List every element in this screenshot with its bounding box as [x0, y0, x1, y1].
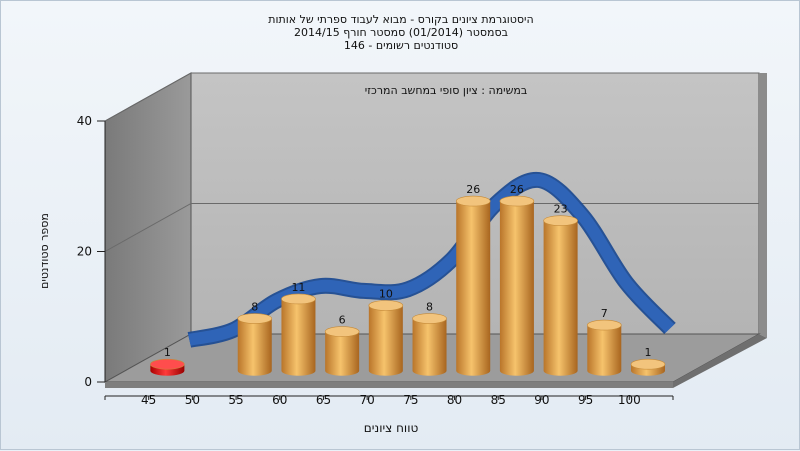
data-label-10: 7: [601, 307, 608, 320]
bar-top-11: [630, 358, 666, 370]
bar-top-10: [586, 319, 622, 331]
bar-10: [586, 319, 622, 376]
bar-top-5: [368, 300, 404, 311]
y-tick-label-1: 20: [77, 245, 92, 259]
x-tick-label-5: 70: [360, 393, 375, 407]
bar-4: [324, 326, 360, 376]
bar-top-2: [237, 313, 273, 324]
x-tick-label-1: 50: [185, 393, 200, 407]
x-axis: 45 50 55 60 65 70 75 80 85 90 95 100: [104, 393, 674, 407]
bar-6: [412, 313, 447, 376]
data-labels: 1 8 11 6 10 8 26 26 23 7 1: [164, 183, 652, 359]
gridline-2: [104, 72, 759, 122]
y-tick-label-2: 40: [77, 114, 92, 128]
data-label-8: 26: [510, 183, 524, 196]
bar-body-8: [499, 201, 534, 376]
y-axis: 0 20 40: [77, 114, 106, 389]
data-label-3: 11: [291, 281, 305, 294]
y-tick-label-0: 0: [84, 375, 92, 389]
bar-0: [150, 358, 185, 376]
chart-title-line-3: 146 - סטודנטים רשומים: [343, 39, 459, 52]
chart-title-line-1: היסטוגרמת ציונים בקורס - מבוא לעבוד ספרת…: [268, 13, 534, 26]
x-tick-label-7: 80: [447, 393, 462, 407]
bar-body-4: [325, 331, 360, 376]
trend-ribbon-line: [188, 173, 675, 346]
bar-top-6: [412, 313, 447, 324]
bar-top-8: [499, 195, 535, 207]
chart-subtitle: במשימה : ציון סופי במחשב המרכזי: [365, 84, 528, 97]
data-label-2: 8: [251, 301, 258, 314]
x-tick-label-11: 100: [618, 393, 641, 407]
data-label-11: 1: [644, 346, 651, 359]
bar-8: [499, 195, 535, 376]
x-tick-label-4: 65: [316, 393, 331, 407]
x-tick-label-6: 75: [403, 393, 418, 407]
bar-5: [368, 300, 404, 376]
floor-front-edge: [105, 382, 673, 388]
x-tick-label-0: 45: [141, 393, 156, 407]
data-label-7: 26: [466, 183, 480, 196]
bar-body-2: [237, 318, 272, 376]
x-tick-label-8: 85: [491, 393, 506, 407]
x-tick-label-10: 95: [578, 393, 593, 407]
data-label-9: 23: [554, 203, 568, 216]
bar-top-7: [455, 195, 491, 207]
bar-body-6: [412, 318, 447, 376]
bar-body-10: [587, 325, 622, 376]
bars: [150, 195, 666, 376]
bar-top-3: [281, 293, 316, 305]
x-tick-label-2: 55: [228, 393, 243, 407]
bar-top-9: [543, 215, 578, 226]
floor-right-edge: [673, 334, 767, 388]
data-label-6: 8: [426, 301, 433, 314]
chart-title-line-2: בסמסטר (01/2014) סמסטר חורף 2014/15: [294, 26, 508, 39]
bar-9: [543, 215, 578, 376]
trend-ribbon: [187, 171, 676, 348]
bar-top-0: [150, 358, 185, 370]
data-label-4: 6: [339, 314, 346, 327]
bar-body-9: [543, 220, 578, 376]
bar-top-4: [324, 326, 360, 337]
bar-11: [630, 358, 666, 376]
x-tick-label-9: 90: [534, 393, 549, 407]
bar-3: [281, 293, 316, 376]
bar-7: [455, 195, 491, 376]
bar-body-3: [281, 298, 316, 376]
right-wall-edge: [759, 73, 767, 338]
x-tick-label-3: 60: [272, 393, 287, 407]
data-label-5: 10: [379, 288, 393, 301]
y-axis-title: מספר סטודנטים: [38, 213, 51, 289]
x-axis-title: טווח ציונים: [364, 421, 419, 435]
bar-body-5: [368, 305, 403, 376]
bar-body-7: [456, 201, 491, 376]
data-label-0: 1: [164, 346, 171, 359]
bar-2: [237, 313, 273, 376]
